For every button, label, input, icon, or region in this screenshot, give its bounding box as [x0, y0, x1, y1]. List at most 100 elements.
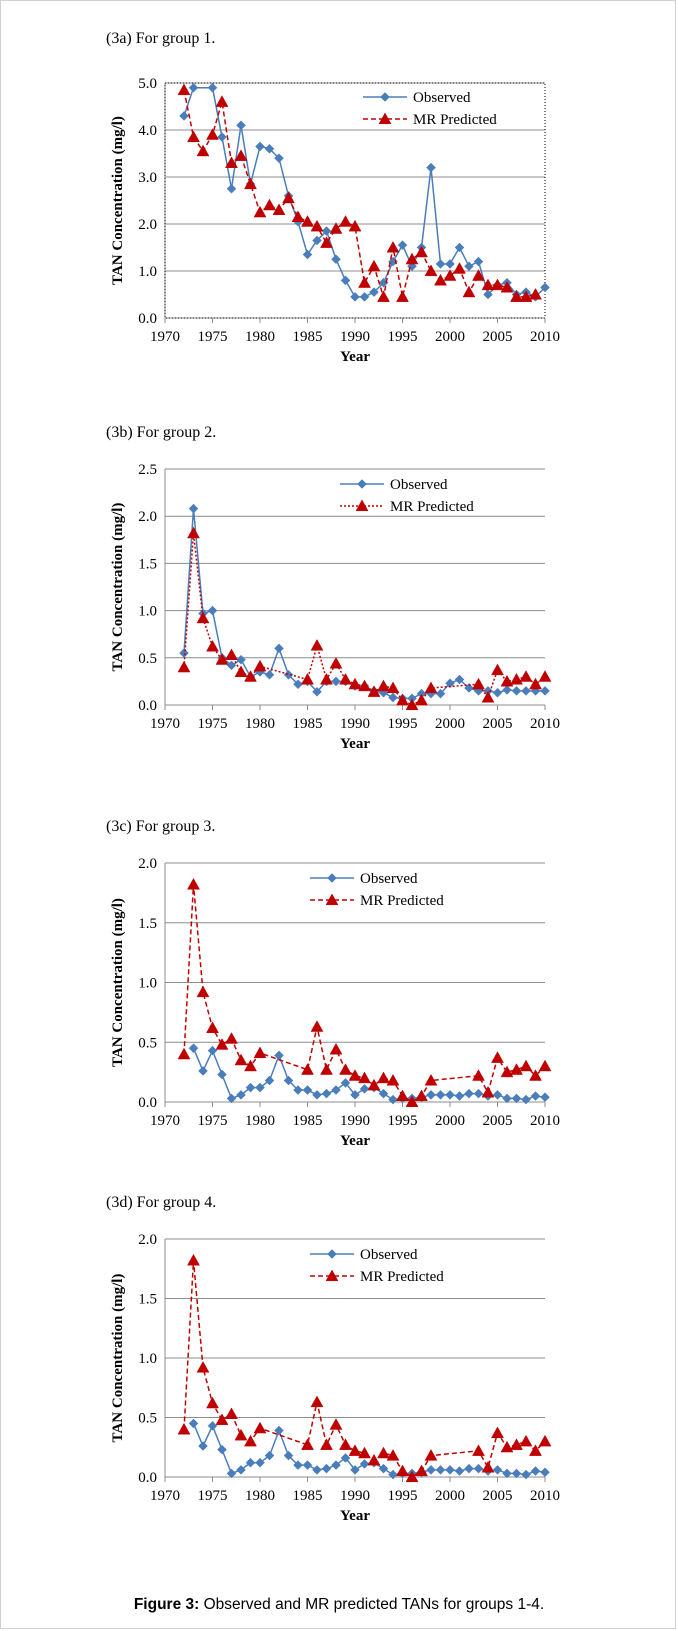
data-point [282, 191, 295, 204]
caption-text: Observed and MR predicted TANs for group… [199, 1596, 545, 1613]
x-axis-title: Year [340, 1508, 370, 1524]
y-tick-label: 1.0 [138, 1351, 157, 1367]
x-axis-title: Year [340, 736, 370, 752]
data-point [415, 245, 428, 258]
x-axis-title: Year [340, 1133, 370, 1149]
data-point [424, 1449, 438, 1461]
data-point [272, 203, 286, 215]
y-tick-label: 0.0 [138, 1470, 157, 1486]
data-point [320, 1438, 333, 1450]
x-tick-label: 2000 [435, 716, 465, 732]
data-point [388, 1469, 398, 1480]
x-tick-label: 1990 [340, 1488, 370, 1504]
x-tick-label: 2010 [530, 1488, 560, 1504]
data-point [264, 143, 275, 154]
x-tick-label: 1985 [293, 1488, 323, 1504]
data-point [312, 1465, 322, 1475]
chart-panel-3c: (3c) For group 3. 0.0 0.5 1.0 1.5 2.0 1970 197… [0, 818, 678, 1163]
chart-panel-3b: (3b) For group 2. 0.0 0.5 1.0 1.5 2.0 2.5 1970… [0, 424, 678, 769]
data-point [196, 1361, 210, 1373]
series-mr-predicted [177, 526, 552, 711]
data-point [386, 240, 400, 253]
data-point [481, 1085, 495, 1098]
data-point [521, 1469, 531, 1480]
data-point [405, 252, 419, 265]
data-point [331, 254, 341, 265]
data-point [253, 1421, 267, 1434]
y-tick-label: 1.5 [138, 916, 157, 932]
data-point [386, 1449, 400, 1461]
data-point [293, 1085, 303, 1095]
series-line [192, 1423, 546, 1476]
y-axis-title: TAN Concentration (mg/l) [110, 898, 126, 1067]
data-point [321, 226, 332, 236]
x-tick-label: 1990 [340, 329, 370, 345]
chart-3b: 0.0 0.5 1.0 1.5 2.0 2.5 1970 1975 1980 1985 1990 19… [110, 462, 560, 752]
data-point [434, 273, 447, 286]
data-point [396, 1089, 409, 1102]
data-point [340, 1453, 351, 1463]
y-tick-label: 2.0 [138, 217, 157, 233]
data-point [310, 219, 324, 232]
data-point [348, 1069, 362, 1081]
series-line [183, 1260, 546, 1478]
x-tick-label: 1990 [340, 1113, 370, 1129]
data-point [491, 278, 504, 291]
data-point [462, 285, 476, 298]
data-point [339, 1438, 352, 1450]
data-point [196, 144, 210, 157]
legend-label: MR Predicted [360, 1269, 444, 1285]
legend-label: Observed [413, 90, 471, 106]
y-tick-label: 4.0 [138, 123, 157, 139]
data-point [312, 686, 322, 697]
data-point [426, 1089, 436, 1100]
data-point [502, 1093, 512, 1104]
y-axis-title: TAN Concentration (mg/l) [110, 503, 126, 672]
x-tick-label: 1970 [150, 1488, 180, 1504]
data-point [187, 1253, 200, 1266]
data-point [236, 1089, 246, 1100]
data-point [511, 1093, 522, 1104]
data-point [464, 1088, 474, 1099]
data-point [301, 1063, 314, 1075]
data-point [264, 1075, 275, 1086]
legend-label: Observed [390, 477, 448, 493]
x-tick-label: 1995 [388, 716, 418, 732]
data-point [445, 1465, 455, 1475]
data-point [492, 1465, 503, 1475]
x-tick-label: 2000 [435, 1113, 465, 1129]
data-point [530, 1091, 541, 1101]
data-point [302, 249, 313, 260]
data-point [207, 1420, 218, 1431]
x-tick-label: 2005 [483, 329, 513, 345]
data-point [473, 256, 484, 267]
data-point [225, 156, 238, 168]
data-point [397, 240, 408, 251]
data-point [481, 690, 495, 703]
data-point [274, 1425, 284, 1436]
data-point [405, 1095, 419, 1108]
y-tick-label: 0.0 [138, 311, 157, 327]
panel-label: (3a) For group 1. [106, 30, 216, 47]
data-point [367, 259, 381, 272]
data-point [367, 1453, 381, 1466]
data-point [388, 692, 398, 703]
data-point [500, 280, 514, 293]
data-point [188, 1043, 199, 1054]
data-point [226, 660, 237, 671]
data-point [358, 1071, 371, 1084]
data-point [244, 1434, 257, 1447]
data-point [378, 112, 392, 125]
x-tick-label: 1995 [388, 1113, 418, 1129]
data-point [283, 669, 294, 680]
data-point [329, 656, 343, 669]
legend-label: Observed [360, 1247, 418, 1263]
series-line [183, 884, 546, 1103]
data-point [244, 670, 257, 682]
x-tick-label: 2005 [483, 1488, 513, 1504]
x-tick-label: 1985 [293, 329, 323, 345]
data-point [472, 269, 485, 281]
legend: Observed MR Predicted [363, 90, 497, 128]
x-tick-label: 1975 [198, 716, 228, 732]
data-point [454, 242, 465, 253]
